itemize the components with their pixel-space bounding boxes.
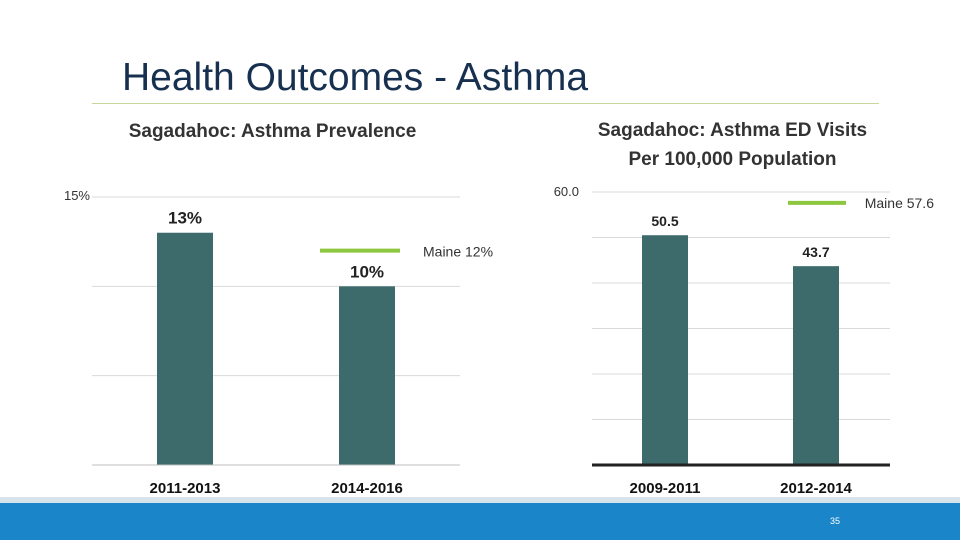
prevalence-y-tick-label: 15% [64,188,90,203]
ed-visits-chart-title: Sagadahoc: Asthma ED Visits Per 100,000 … [540,116,925,174]
ed-visits-benchmark-label: Maine 57.6 [865,195,934,211]
prevalence-value-label: 10% [350,262,384,281]
prevalence-benchmark-label: Maine 12% [423,244,493,260]
ed-visits-title-line-2: Per 100,000 Population [628,149,837,170]
ed-visits-y-tick-label: 60.0 [554,184,579,199]
prevalence-category-label: 2011-2013 [150,480,221,497]
prevalence-bar-2014-2016 [339,286,395,465]
ed-visits-title-line-1: Sagadahoc: Asthma ED Visits [597,120,868,141]
footer-bar [0,503,960,540]
ed-visits-bar-2009-2011 [642,235,688,465]
title-divider [92,103,879,104]
footer-accent-strip [0,497,960,503]
prevalence-category-label: 2014-2016 [331,480,403,497]
page-number: 35 [829,516,840,526]
prevalence-bar-2011-2013 [157,232,213,465]
ed-visits-bar-2012-2014 [793,266,839,465]
prevalence-value-label: 13% [168,209,202,228]
ed-visits-category-label: 2012-2014 [780,480,852,497]
ed-visits-value-label: 50.5 [651,213,678,229]
ed-visits-category-label: 2009-2011 [630,480,701,497]
ed-visits-value-label: 43.7 [802,244,829,260]
prevalence-chart-title: Sagadahoc: Asthma Prevalence [128,121,417,142]
slide-title: Health Outcomes - Asthma [122,56,589,99]
